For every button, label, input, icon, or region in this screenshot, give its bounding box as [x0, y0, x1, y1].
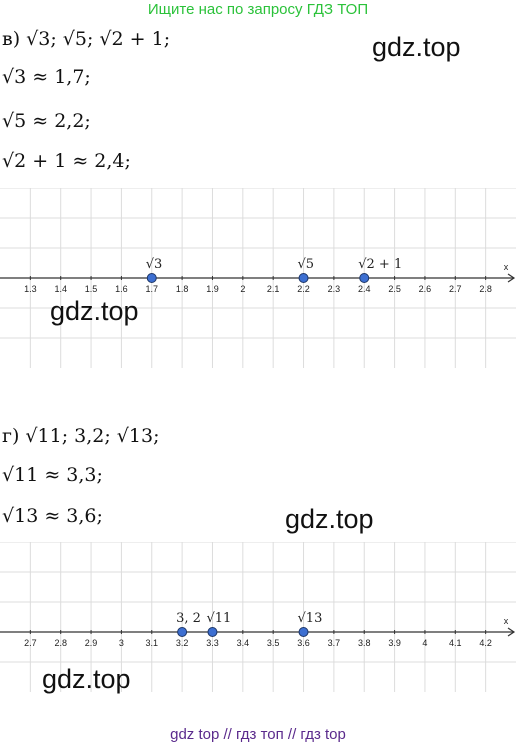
footer: gdz top // гдз топ // гдз top	[170, 726, 346, 743]
tick-label: 2.6	[419, 284, 432, 294]
tick-label: 3.8	[358, 638, 371, 648]
tick-label: 4.2	[479, 638, 492, 648]
task: в) √3; √5; √2 + 1;	[2, 28, 171, 50]
tick-label: 2.1	[267, 284, 280, 294]
tick-label: 2.7	[449, 284, 462, 294]
tick-label: 4.1	[449, 638, 462, 648]
point	[177, 627, 188, 637]
point	[146, 273, 157, 283]
tick-label: 3.6	[297, 638, 310, 648]
tick-label: 3	[119, 638, 124, 648]
tick-label: 1.7	[146, 284, 159, 294]
point-label: √3	[146, 257, 163, 272]
watermark: gdz.top	[285, 504, 374, 534]
tick-label: 3.9	[388, 638, 401, 648]
tick-label: 3.4	[237, 638, 250, 648]
tick-label: 2.8	[479, 284, 492, 294]
approx: √5 ≈ 2,2;	[2, 110, 91, 132]
watermark: gdz.top	[372, 32, 461, 62]
header: Ищите нас по запросу ГДЗ ТОП	[147, 1, 369, 18]
tick-label: 3.2	[176, 638, 189, 648]
approx: √11 ≈ 3,3;	[2, 464, 103, 486]
tick-label: 2.9	[85, 638, 98, 648]
point	[298, 273, 309, 283]
tick-label: 1.3	[24, 284, 37, 294]
approx: √13 ≈ 3,6;	[2, 505, 103, 527]
tick-label: 2.4	[358, 284, 371, 294]
tick-label: 4	[422, 638, 427, 648]
point	[359, 273, 370, 283]
point-label: √5	[298, 257, 315, 272]
tick-label: 3.3	[206, 638, 219, 648]
axis-arrow	[507, 273, 516, 283]
approx: √2 + 1 ≈ 2,4;	[2, 150, 131, 172]
tick-label: 1.5	[85, 284, 98, 294]
axis-label: x	[504, 616, 509, 626]
number-line: 1.3 1.4 1.5 1.6 1.7 1.8 1.9 2 2.1 2.2 2.3 2.4 2.5 2.6…	[0, 188, 516, 368]
tick-label: 2.7	[24, 638, 37, 648]
approx: √3 ≈ 1,7;	[2, 66, 91, 88]
point-label: √2 + 1	[358, 257, 402, 272]
axis-arrow	[507, 627, 516, 637]
tick-label: 1.9	[206, 284, 219, 294]
tick-label: 2	[240, 284, 245, 294]
tick-label: 1.8	[176, 284, 189, 294]
watermark: gdz.top	[50, 296, 139, 326]
point-label: 3, 2	[176, 611, 201, 626]
tick-label: 3.1	[146, 638, 159, 648]
point-label: √13	[298, 611, 323, 626]
axis-label: x	[504, 262, 509, 272]
tick-label: 1.4	[54, 284, 67, 294]
tick-label: 2.3	[328, 284, 341, 294]
tick-label: 1.6	[115, 284, 128, 294]
tick-label: 3.7	[328, 638, 341, 648]
tick-label: 3.5	[267, 638, 280, 648]
number-line: 2.7 2.8 2.9 3 3.1 3.2 3.3 3.4 3.5 3.6 3.7 3.8 3.9 4 4.…	[0, 542, 516, 692]
tick-label: 2.2	[297, 284, 310, 294]
tick-label: 2.8	[54, 638, 67, 648]
point-label: √11	[206, 611, 231, 626]
task: г) √11; 3,2; √13;	[2, 425, 160, 447]
point	[298, 627, 309, 637]
point	[207, 627, 218, 637]
tick-label: 2.5	[388, 284, 401, 294]
watermark: gdz.top	[42, 664, 131, 694]
